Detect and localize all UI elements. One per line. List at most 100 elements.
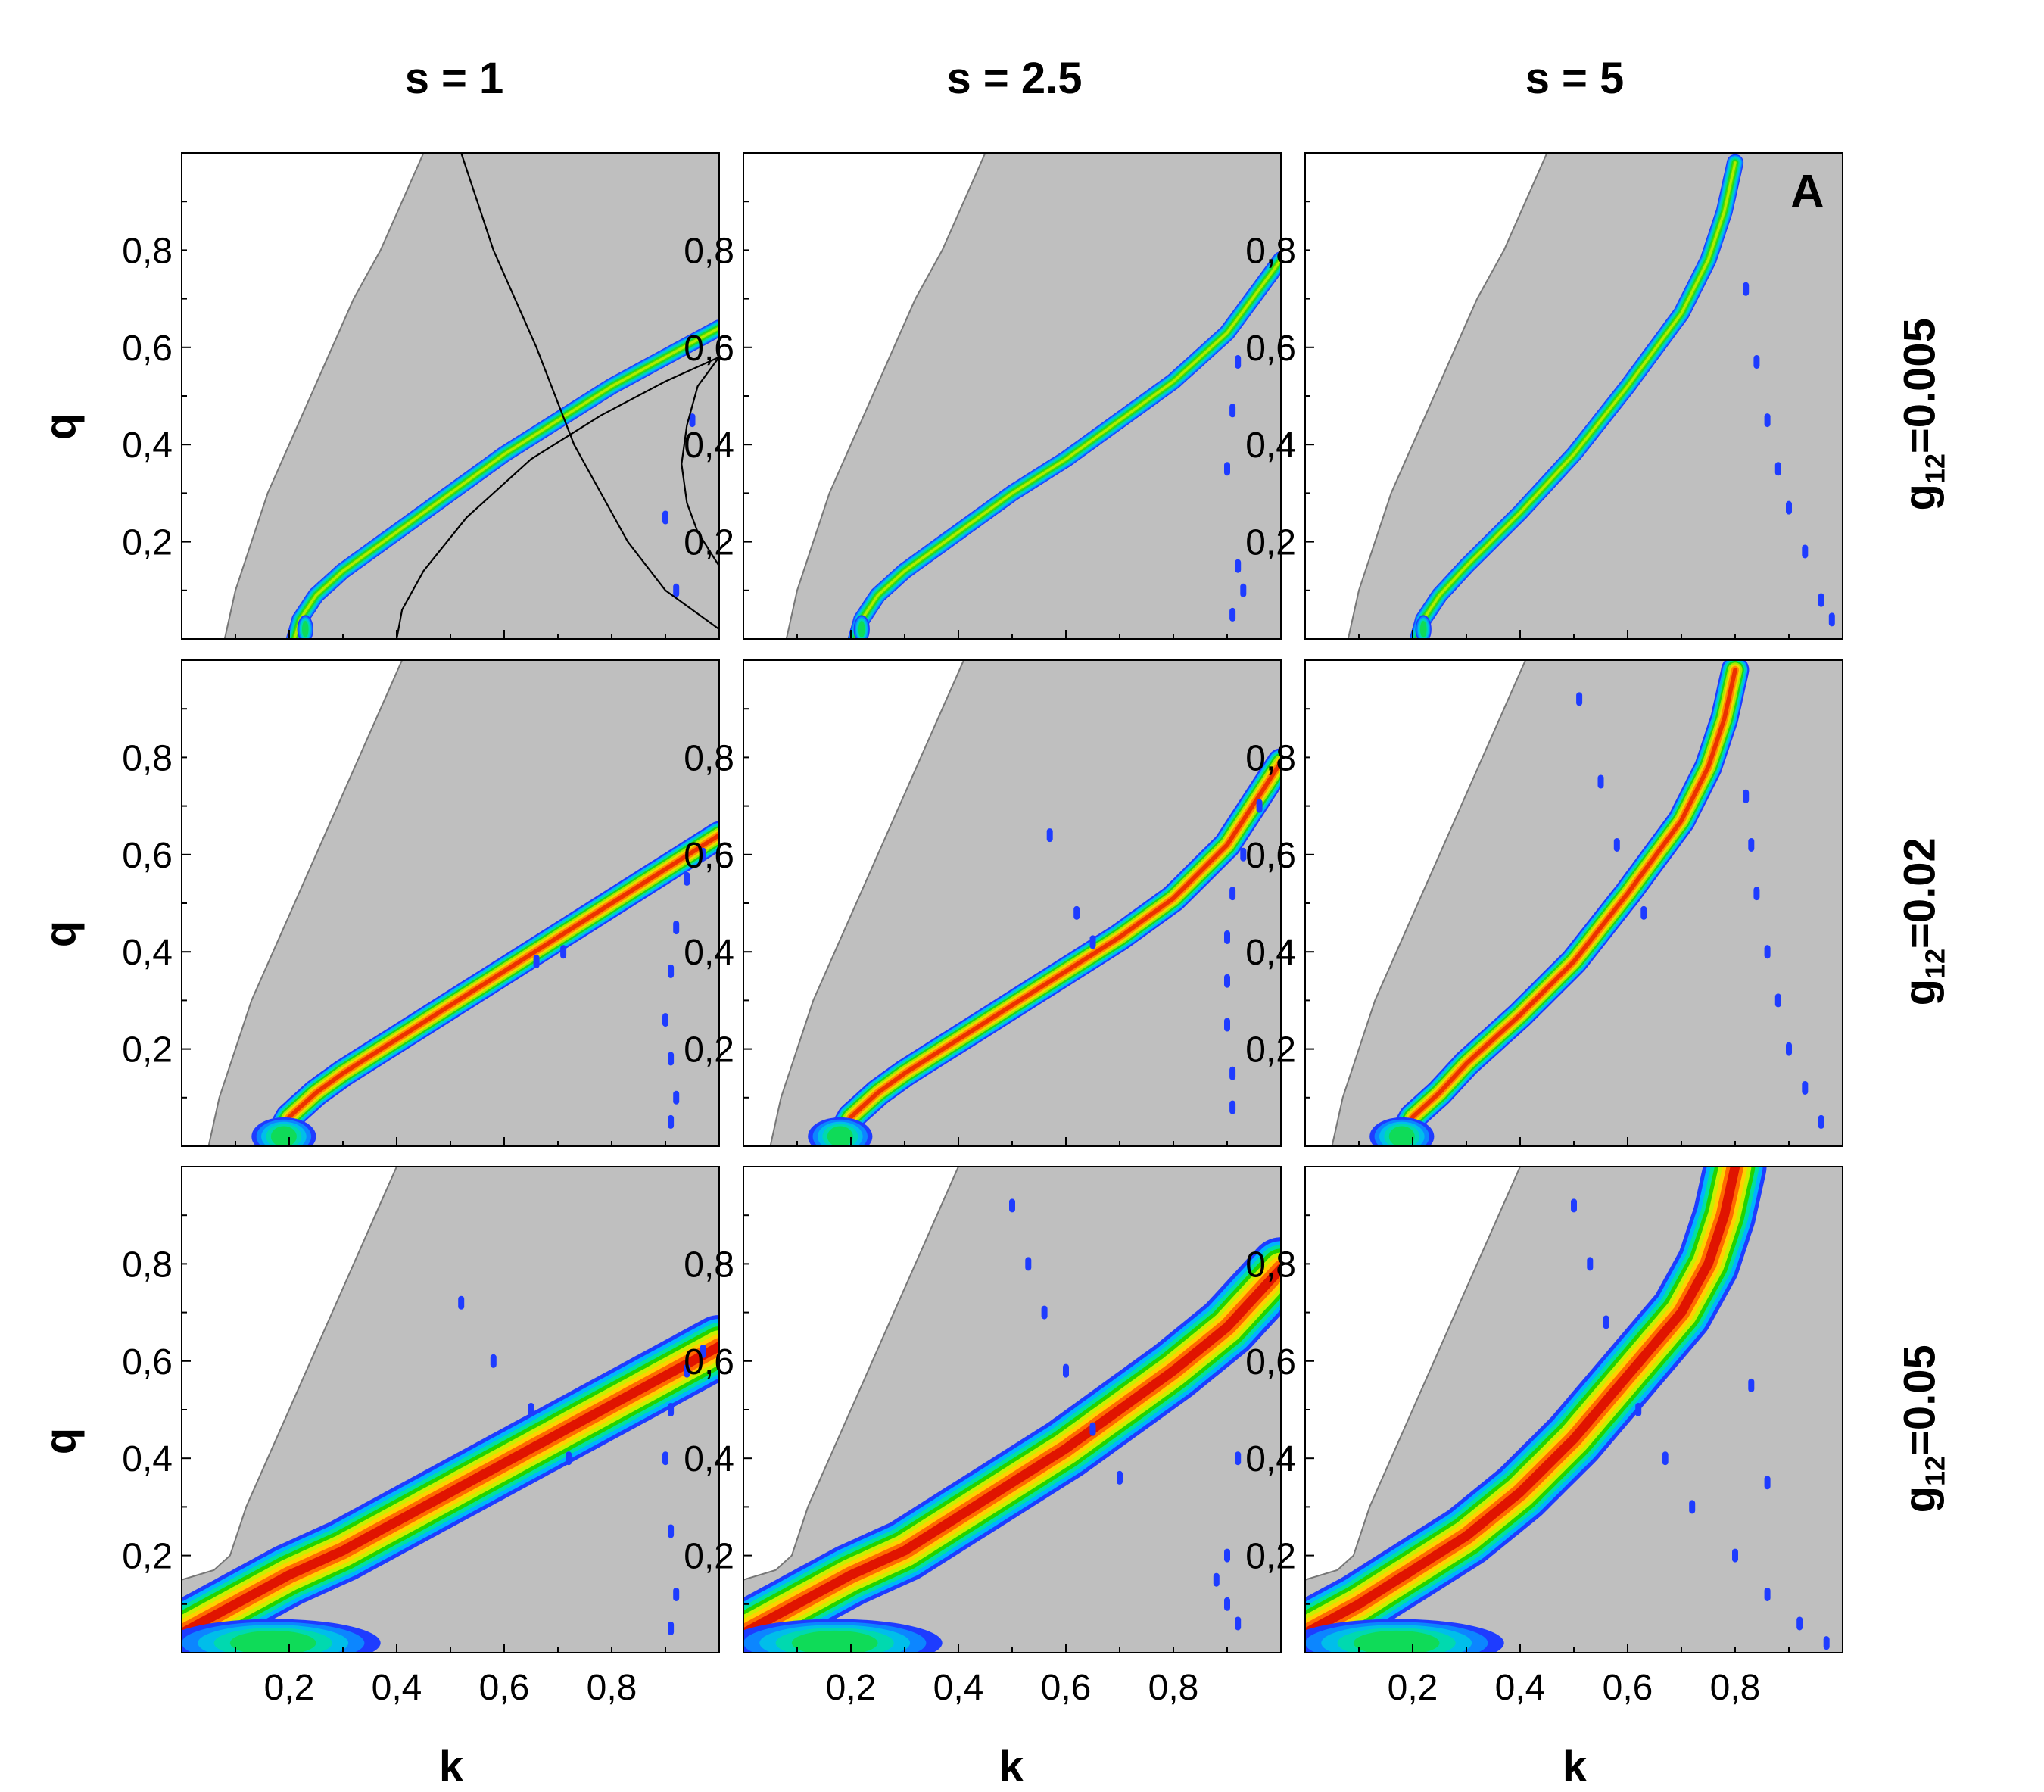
x-tick-label: 0,8 — [1710, 1668, 1761, 1708]
branch-dot — [1764, 1476, 1771, 1490]
heat-band-layer — [838, 760, 1281, 1139]
y-tick-label: 0,6 — [1245, 1342, 1296, 1382]
x-tick-label: 0,6 — [1603, 1668, 1653, 1708]
branch-dot — [1732, 1548, 1738, 1563]
heat-band-layer — [743, 1264, 1281, 1638]
base-blob-layer — [229, 1630, 316, 1653]
y-tick-label: 0,4 — [684, 933, 734, 973]
y-tick-label: 0,4 — [122, 425, 173, 466]
y-tick-label: 0,6 — [1245, 836, 1296, 876]
y-tick-label: 0,4 — [684, 425, 734, 466]
gray-region — [224, 153, 719, 639]
branch-dot — [1224, 1548, 1230, 1563]
gray-boundary-line — [785, 153, 986, 639]
y-tick-label: 0,2 — [122, 1030, 173, 1071]
plot-panel: 0,2 0,4 0,6 0,8 — [684, 152, 1282, 640]
plot-panel: 0,2 0,4 0,6 0,8 0,2 0,4 0,6 0,8 — [684, 1166, 1282, 1708]
branch-dot — [1796, 1616, 1803, 1631]
y-tick-label: 0,4 — [1245, 1439, 1296, 1479]
branch-dot — [1823, 1636, 1830, 1650]
y-tick-label: 0,2 — [1245, 523, 1296, 563]
branch-dot — [668, 1524, 675, 1538]
branch-dot — [1603, 1315, 1609, 1329]
y-tick-label: 0,4 — [122, 1439, 173, 1479]
heat-band-layer — [855, 258, 1281, 639]
plot-panel: 0,2 0,4 0,6 0,8 0,2 0,4 0,6 0,8 — [122, 1166, 720, 1708]
gray-boundary-line — [207, 660, 404, 1146]
heat-band-layer — [1400, 668, 1737, 1139]
branch-dot — [684, 871, 690, 886]
y-tick-label: 0,2 — [684, 1030, 734, 1071]
branch-dot — [1828, 612, 1835, 627]
column-title-s2-5: s = 2.5 — [946, 54, 1083, 103]
branch-dot — [673, 921, 680, 935]
branch-dot — [662, 510, 668, 525]
branch-dot — [689, 413, 696, 428]
branch-dot — [1748, 837, 1755, 852]
gray-boundary-line — [1347, 153, 1548, 639]
branch-dot — [1224, 974, 1230, 988]
branch-dot — [673, 583, 680, 597]
branch-dot — [673, 1587, 680, 1601]
base-blob-layer — [827, 1126, 853, 1146]
plot-area — [1305, 1167, 1843, 1653]
branch-dot — [528, 1403, 534, 1416]
base-blob-layer — [1419, 621, 1427, 638]
branch-dot — [662, 1013, 668, 1027]
y-tick-label: 0,6 — [684, 329, 734, 369]
branch-dot — [533, 955, 540, 969]
x-tick-label: 0,6 — [479, 1668, 530, 1708]
branch-dot — [1774, 462, 1781, 476]
plot-area — [182, 153, 719, 639]
y-tick-label: 0,4 — [1245, 933, 1296, 973]
branch-dot — [1224, 1597, 1230, 1611]
branch-dot — [1256, 799, 1263, 813]
y-tick-label: 0,2 — [1245, 1030, 1296, 1071]
branch-dot — [1073, 905, 1080, 920]
y-tick-label: 0,8 — [1245, 231, 1296, 271]
branch-dot — [1063, 1363, 1069, 1378]
base-blob-layer — [1388, 1126, 1415, 1146]
gray-region — [770, 660, 1281, 1146]
branch-dot — [1229, 1066, 1236, 1080]
branch-dot — [1786, 1042, 1792, 1056]
y-tick-label: 0,8 — [684, 738, 734, 778]
branch-dot — [668, 964, 675, 978]
branch-dot — [1743, 789, 1750, 803]
x-tick-label: 0,4 — [1495, 1668, 1546, 1708]
column-title-s1: s = 1 — [404, 54, 504, 103]
branch-dot — [1224, 1018, 1230, 1032]
x-tick-label: 0,6 — [1041, 1668, 1092, 1708]
branch-dot — [1764, 945, 1771, 959]
y-tick-label: 0,6 — [122, 1342, 173, 1382]
y-tick-label: 0,8 — [684, 231, 734, 271]
branch-dot — [1753, 887, 1760, 901]
heat-band-layer — [182, 1342, 719, 1638]
plot-panel: 0,2 0,4 0,6 0,8 — [122, 659, 720, 1147]
branch-dot — [668, 1114, 675, 1129]
base-blob-layer — [1353, 1630, 1440, 1653]
branch-dot — [668, 1052, 675, 1066]
plot-area — [1305, 660, 1843, 1146]
plot-panel: 0,2 0,4 0,6 0,8 — [1245, 152, 1843, 640]
gray-region — [208, 660, 719, 1146]
branch-dot — [1764, 413, 1771, 428]
branch-dot — [1597, 774, 1604, 789]
plot-area — [743, 1167, 1281, 1653]
branch-dot — [668, 1403, 675, 1416]
x-tick-label: 0,2 — [826, 1668, 877, 1708]
y-tick-label: 0,2 — [684, 1537, 734, 1577]
branch-dot — [1025, 1257, 1032, 1271]
branch-dot — [1235, 559, 1242, 573]
x-tick-label: 0,2 — [1388, 1668, 1438, 1708]
heat-band-layer — [276, 833, 719, 1139]
branch-dot — [1235, 1616, 1242, 1631]
branch-dot — [1009, 1198, 1015, 1213]
branch-dot — [1041, 1305, 1048, 1320]
branch-dot — [1240, 583, 1247, 597]
branch-dot — [700, 847, 706, 862]
gray-boundary-line — [1331, 660, 1527, 1146]
branch-dot — [1235, 1451, 1242, 1466]
y-tick-label: 0,8 — [684, 1245, 734, 1285]
